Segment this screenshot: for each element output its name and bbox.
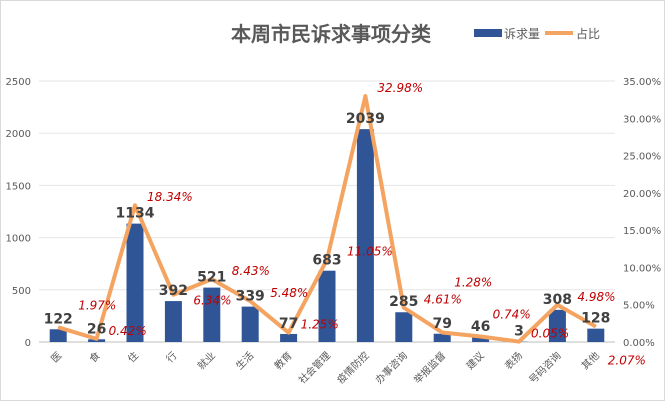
bar (356, 129, 374, 342)
x-tick-label: 疫情防控 (334, 349, 371, 386)
pct-point (595, 326, 597, 328)
bar-value-label: 308 (543, 292, 572, 308)
pct-point (96, 338, 98, 340)
bar-value-label: 1134 (116, 206, 155, 222)
bar-value-label: 285 (389, 294, 418, 310)
bar (164, 301, 182, 342)
chart-title: 本周市民诉求事项分类 (231, 22, 431, 46)
pct-point (249, 300, 251, 302)
pct-label: 6.34% (193, 294, 231, 308)
bar-value-label: 683 (312, 253, 341, 269)
y-left-tick-label: 1000 (6, 234, 31, 245)
pct-point (403, 307, 405, 309)
y-left-tick-label: 500 (12, 286, 31, 297)
bar-value-label: 128 (581, 311, 610, 327)
bar (472, 337, 490, 342)
x-tick-label: 社会管理 (296, 349, 333, 386)
x-tick-label: 其他 (579, 349, 602, 372)
pct-point (57, 326, 59, 328)
bar-value-label: 79 (432, 316, 451, 332)
bar (587, 328, 605, 342)
pct-label: 0.05% (531, 327, 569, 341)
legend-bar-label: 诉求量 (504, 27, 540, 41)
x-tick-label: 行 (163, 349, 179, 365)
pct-point (480, 335, 482, 337)
pct-point (134, 204, 136, 206)
pct-label: 0.74% (493, 307, 531, 321)
bar (280, 333, 298, 342)
pct-label: 0.42% (109, 324, 147, 338)
x-tick-label: 办事咨询 (372, 349, 409, 386)
y-right-tick-label: 35.00% (623, 77, 661, 88)
pct-label: 1.97% (78, 298, 116, 312)
y-left-tick-label: 1500 (6, 181, 31, 192)
pct-point (326, 259, 328, 261)
pct-label: 5.48% (270, 286, 308, 300)
y-right-tick-label: 25.00% (623, 152, 661, 163)
x-tick-label: 建议 (463, 349, 486, 372)
bar (203, 287, 221, 342)
bar-value-label: 46 (471, 319, 490, 335)
pct-point (556, 304, 558, 306)
y-left-tick-label: 2500 (6, 77, 31, 88)
x-tick-label: 食 (86, 349, 102, 365)
pct-label: 32.98% (377, 81, 423, 95)
bar (126, 223, 144, 342)
pct-point (518, 341, 520, 343)
pct-label: 1.28% (454, 275, 492, 289)
pct-label: 2.07% (608, 354, 646, 368)
bar-value-label: 26 (87, 321, 106, 337)
bar-value-label: 3 (514, 324, 524, 340)
bar-value-label: 392 (159, 283, 188, 299)
pct-label: 1.25% (301, 318, 339, 332)
pct-label: 8.43% (232, 264, 270, 278)
bar (395, 312, 413, 342)
legend-line-label: 占比 (576, 26, 600, 41)
y-right-tick-label: 5.00% (623, 301, 655, 312)
pct-label: 4.61% (424, 293, 462, 307)
bar-value-label: 77 (279, 316, 298, 332)
x-tick-label: 生活 (233, 349, 256, 372)
pct-label: 18.34% (147, 190, 193, 204)
bar (318, 270, 336, 342)
bar-value-label: 2039 (346, 111, 385, 127)
bar-value-label: 122 (44, 311, 73, 327)
pct-point (288, 332, 290, 334)
x-tick-label: 住 (125, 349, 141, 365)
bar (241, 306, 259, 342)
legend-bar-swatch (474, 29, 502, 37)
pct-point (364, 95, 366, 97)
y-left-tick-label: 0 (25, 338, 31, 349)
bar-value-label: 521 (197, 270, 226, 286)
pct-point (211, 278, 213, 280)
x-tick-label: 医 (49, 350, 65, 366)
x-tick-label: 教育 (271, 349, 294, 372)
bar-value-label: 339 (236, 289, 265, 305)
y-left-tick-label: 2000 (6, 129, 31, 140)
y-right-tick-label: 30.00% (623, 114, 661, 125)
y-right-tick-label: 10.00% (623, 263, 661, 274)
x-tick-label: 号码咨询 (526, 349, 563, 386)
y-right-tick-label: 20.00% (623, 189, 661, 200)
pct-label: 4.98% (577, 290, 615, 304)
y-right-tick-label: 15.00% (623, 226, 661, 237)
x-tick-label: 举报监督 (411, 349, 448, 386)
bar (433, 333, 451, 342)
bar (49, 329, 67, 342)
pct-label: 11.05% (347, 245, 393, 259)
x-tick-label: 就业 (195, 349, 218, 372)
x-tick-label: 表扬 (502, 349, 525, 372)
bar (548, 309, 566, 342)
legend: 诉求量 占比 (474, 26, 600, 41)
y-right-tick-label: 0.00% (623, 338, 655, 349)
pct-point (172, 294, 174, 296)
pct-point (441, 331, 443, 333)
